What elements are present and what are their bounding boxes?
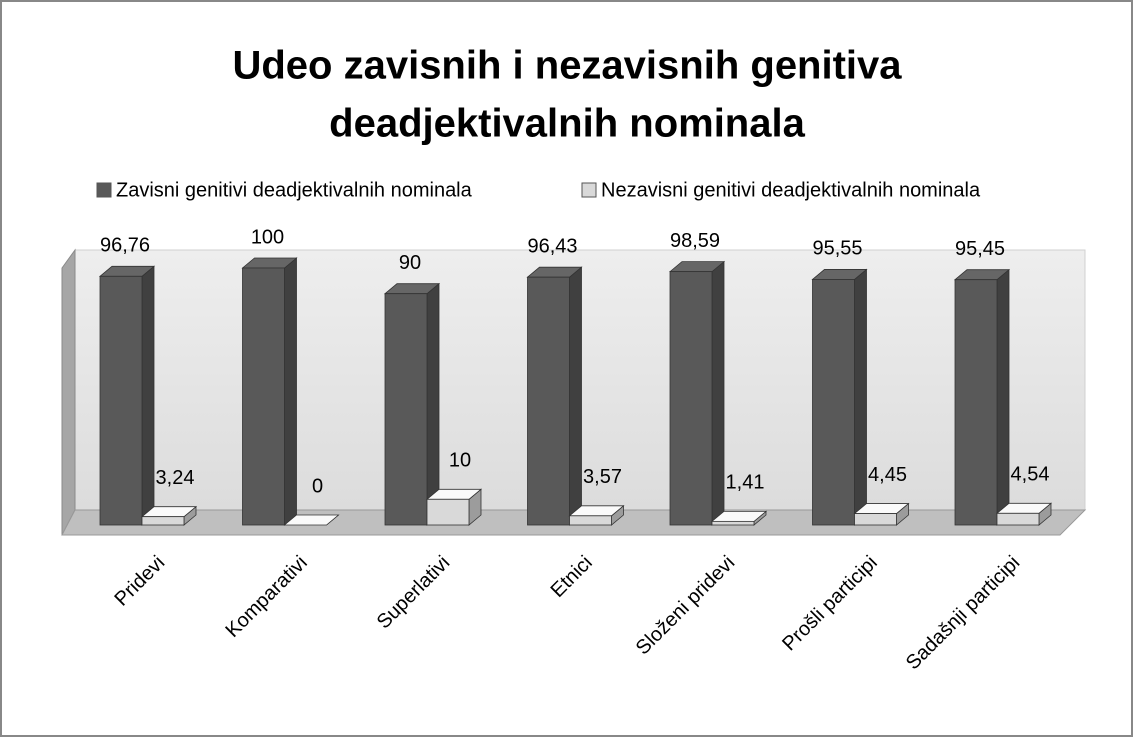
bar-side <box>426 282 440 526</box>
data-label: 4,45 <box>868 464 907 486</box>
bar <box>426 498 470 526</box>
legend-swatch <box>581 182 597 198</box>
bar <box>384 293 428 526</box>
bar <box>569 515 612 526</box>
legend-swatch <box>96 182 112 198</box>
bar <box>242 267 285 526</box>
bar <box>669 271 713 526</box>
bar <box>99 275 143 526</box>
legend-label: Nezavisni genitivi deadjektivalnih nomin… <box>601 179 981 201</box>
bar-side <box>141 265 155 526</box>
data-label: 95,45 <box>955 238 1005 260</box>
data-label: 98,59 <box>670 230 720 252</box>
data-label: 3,24 <box>156 467 195 489</box>
bar <box>141 516 185 526</box>
data-label: 1,41 <box>726 472 765 494</box>
chart-title: deadjektivalnih nominala <box>329 102 805 146</box>
bar-side <box>711 260 725 526</box>
bar <box>711 520 755 526</box>
data-label: 10 <box>449 450 471 472</box>
bar <box>996 512 1040 526</box>
bar <box>527 276 570 526</box>
data-label: 90 <box>399 252 421 274</box>
chart-title: Udeo zavisnih i nezavisnih genitiva <box>232 44 902 88</box>
data-label: 3,57 <box>583 466 622 488</box>
data-label: 4,54 <box>1011 464 1050 486</box>
data-label: 100 <box>251 226 284 248</box>
side-wall <box>61 248 76 536</box>
data-label: 96,76 <box>100 235 150 257</box>
bar-side <box>996 268 1010 526</box>
bar-side <box>284 257 297 526</box>
bar-side <box>854 268 867 526</box>
data-label: 96,43 <box>527 235 577 257</box>
bar <box>954 279 998 526</box>
data-label: 95,55 <box>812 238 862 260</box>
bar <box>854 513 897 526</box>
bar-side <box>569 266 582 526</box>
bar-top <box>283 514 340 526</box>
legend-label: Zavisni genitivi deadjektivalnih nominal… <box>116 179 473 201</box>
bar <box>812 279 855 526</box>
data-label: 0 <box>312 475 323 497</box>
